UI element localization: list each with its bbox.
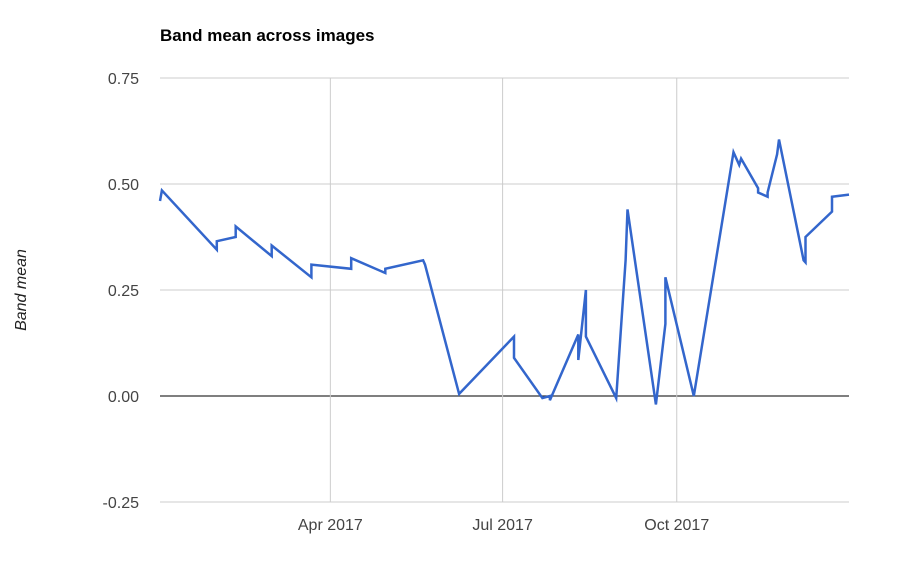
x-tick-label: Oct 2017 [644,517,709,534]
series-line-0 [158,139,850,405]
x-tick-label: Apr 2017 [298,517,363,534]
x-tick-label: Jul 2017 [472,517,533,534]
chart-title: Band mean across images [160,26,375,45]
y-tick-label: 0.50 [108,177,139,194]
y-tick-label: -0.25 [103,495,140,512]
y-tick-label: 0.25 [108,283,139,300]
y-tick-label: 0.00 [108,389,139,406]
y-tick-label: 0.75 [108,71,139,88]
